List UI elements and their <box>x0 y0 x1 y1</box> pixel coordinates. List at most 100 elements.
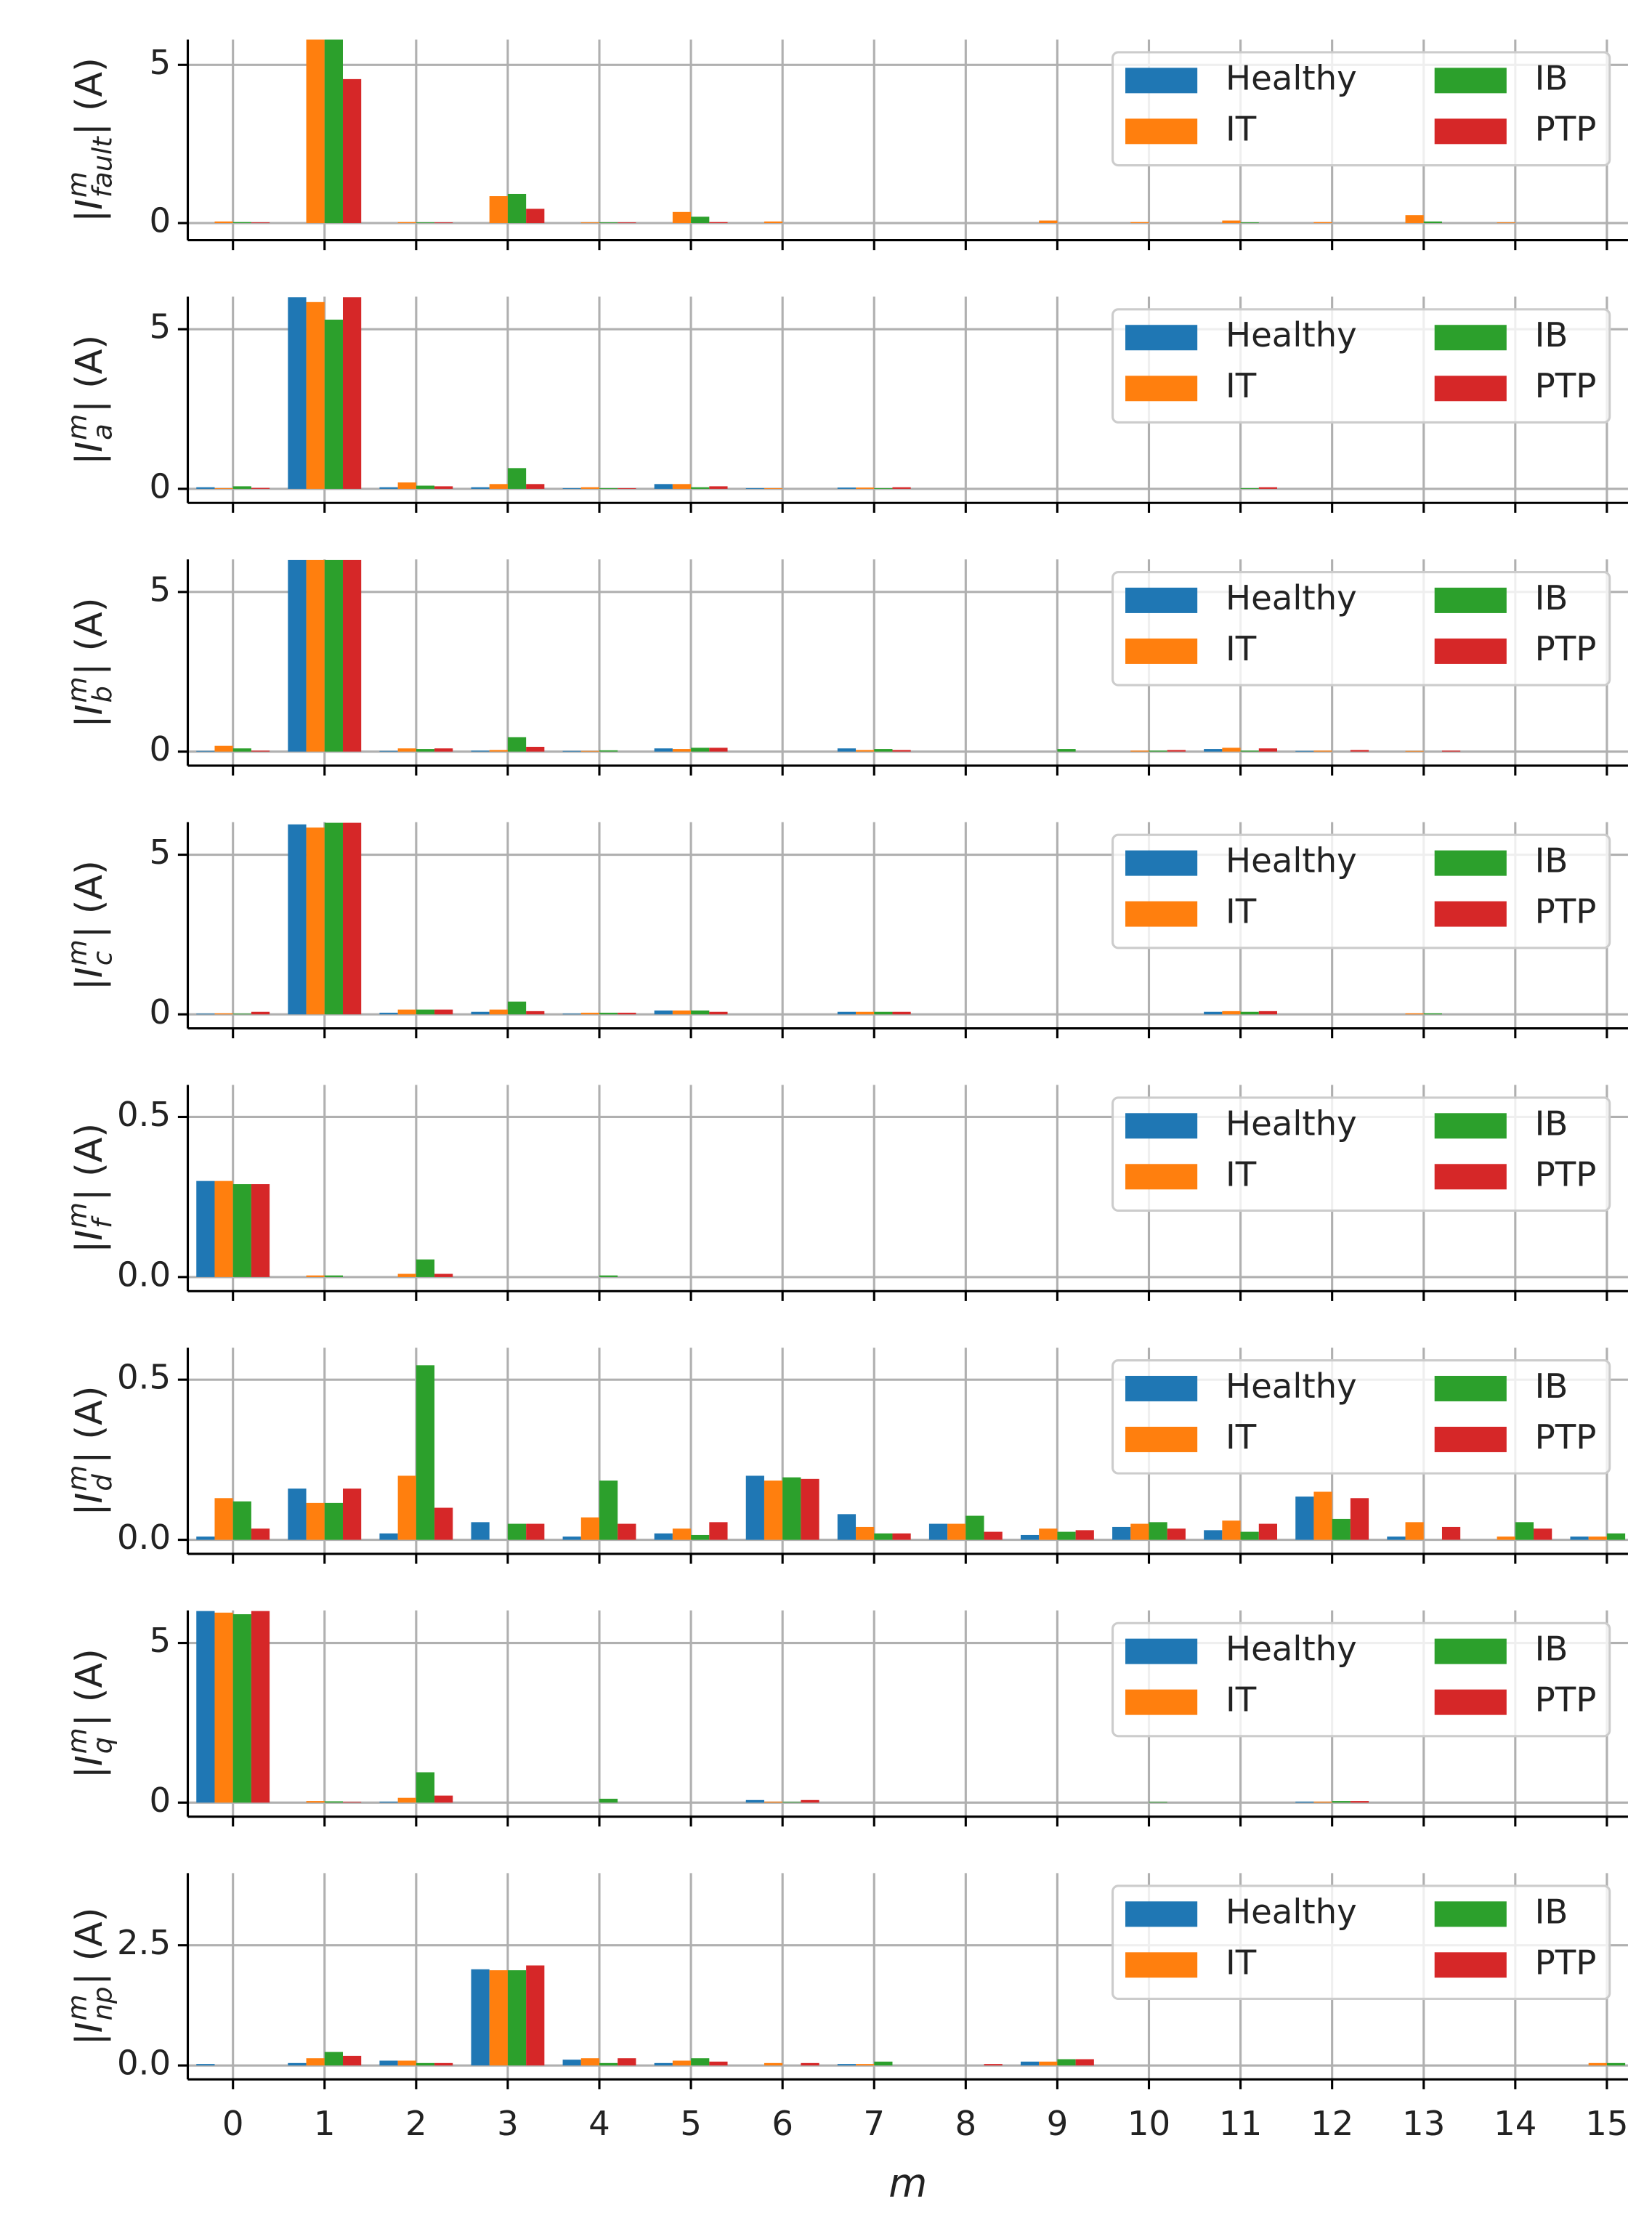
bar <box>1350 1498 1369 1540</box>
legend-label: IB <box>1535 1367 1568 1406</box>
bar <box>232 1501 251 1540</box>
bar <box>489 1009 508 1015</box>
legend-label: IB <box>1535 59 1568 98</box>
y-label-part: | <box>68 453 110 465</box>
legend-label: PTP <box>1535 1943 1597 1983</box>
legend-swatch <box>1125 638 1198 664</box>
bar <box>416 222 435 224</box>
bar <box>251 222 270 224</box>
legend-label: IT <box>1226 1418 1257 1457</box>
legend-swatch <box>1434 118 1507 145</box>
y-label-part: f <box>87 1215 118 1228</box>
bar <box>1441 1526 1461 1540</box>
bar <box>1295 1497 1314 1540</box>
bar <box>196 2064 215 2066</box>
bar <box>434 1795 453 1803</box>
bar <box>397 482 416 489</box>
legend-label: Healthy <box>1226 1892 1357 1932</box>
y-axis-label: |Imb | (A) <box>62 598 118 728</box>
legend-label: IT <box>1226 1155 1257 1194</box>
bar <box>562 1536 581 1540</box>
legend-label: PTP <box>1535 893 1597 932</box>
bar <box>599 488 618 489</box>
bar <box>599 1013 618 1015</box>
legend-swatch <box>1125 1901 1198 1927</box>
bar <box>379 750 398 752</box>
bar <box>1350 750 1369 752</box>
y-label-part: | (A) <box>68 860 110 938</box>
y-label-part: m <box>62 677 93 703</box>
bar <box>416 1009 435 1015</box>
bar <box>232 1013 251 1015</box>
bar <box>489 196 508 224</box>
x-tick-label: 15 <box>1585 2105 1628 2144</box>
bar <box>837 2064 857 2066</box>
x-tick-label: 2 <box>405 2105 427 2144</box>
bar <box>654 748 673 752</box>
bar <box>489 484 508 489</box>
legend-label: PTP <box>1535 1681 1597 1720</box>
y-label-part: I <box>68 1230 110 1241</box>
bar <box>599 222 618 224</box>
bar <box>397 1475 416 1540</box>
y-label-part: np <box>87 1987 118 2021</box>
bar <box>342 559 362 752</box>
bar <box>1057 749 1076 752</box>
bar <box>214 1181 233 1277</box>
bar <box>874 488 893 489</box>
y-tick-label: 0.5 <box>117 1358 171 1398</box>
legend-label: IB <box>1535 1892 1568 1932</box>
bar <box>709 222 728 224</box>
bar <box>672 211 692 224</box>
bar <box>526 1011 545 1015</box>
bar <box>1130 750 1149 752</box>
legend-label: Healthy <box>1226 842 1357 881</box>
bar <box>214 745 233 752</box>
subplot: 0 5 |Ima | (A) Healthy IT IB PTP <box>62 296 1628 513</box>
bar <box>251 1611 270 1803</box>
bar <box>379 1013 398 1015</box>
legend: Healthy IT IB PTP <box>1111 570 1611 687</box>
y-tick-label: 5 <box>149 44 171 83</box>
legend-swatch <box>1125 1638 1198 1664</box>
bar <box>251 1528 270 1540</box>
bar <box>397 222 416 224</box>
x-tick-label: 8 <box>955 2105 976 2144</box>
legend: Healthy IT IB PTP <box>1111 1621 1611 1738</box>
y-axis-label: |Ima | (A) <box>62 335 118 465</box>
bar <box>709 486 728 489</box>
bar <box>1405 1522 1424 1540</box>
bar <box>709 2061 728 2066</box>
legend-label: IT <box>1226 367 1257 406</box>
bar <box>342 2055 362 2066</box>
legend-swatch <box>1434 68 1507 94</box>
legend-label: PTP <box>1535 367 1597 406</box>
bar <box>691 2058 710 2066</box>
bar <box>599 750 618 752</box>
legend-swatch <box>1434 850 1507 876</box>
y-label-part: | <box>68 2033 110 2045</box>
y-label-part: | (A) <box>68 1123 110 1201</box>
y-axis-label: |Imc | (A) <box>62 860 118 990</box>
y-tick-label: 5 <box>149 1621 171 1661</box>
bar <box>1149 750 1167 752</box>
bar <box>1441 750 1461 752</box>
bar <box>1222 220 1241 224</box>
legend-label: PTP <box>1535 1155 1597 1194</box>
bar <box>526 1965 545 2066</box>
bar <box>434 1507 453 1540</box>
bar <box>342 822 362 1015</box>
bars <box>196 1965 1626 2066</box>
bar <box>672 484 692 489</box>
y-label-part: | <box>68 715 110 727</box>
legend: Healthy IT IB PTP <box>1111 1359 1611 1475</box>
y-tick-label: 5 <box>149 308 171 347</box>
bar <box>928 1523 948 1540</box>
y-label-part: | (A) <box>68 57 110 135</box>
y-label-part: m <box>62 414 93 440</box>
bar <box>251 487 270 489</box>
x-tick-label: 10 <box>1127 2105 1170 2144</box>
bar <box>196 1536 215 1540</box>
